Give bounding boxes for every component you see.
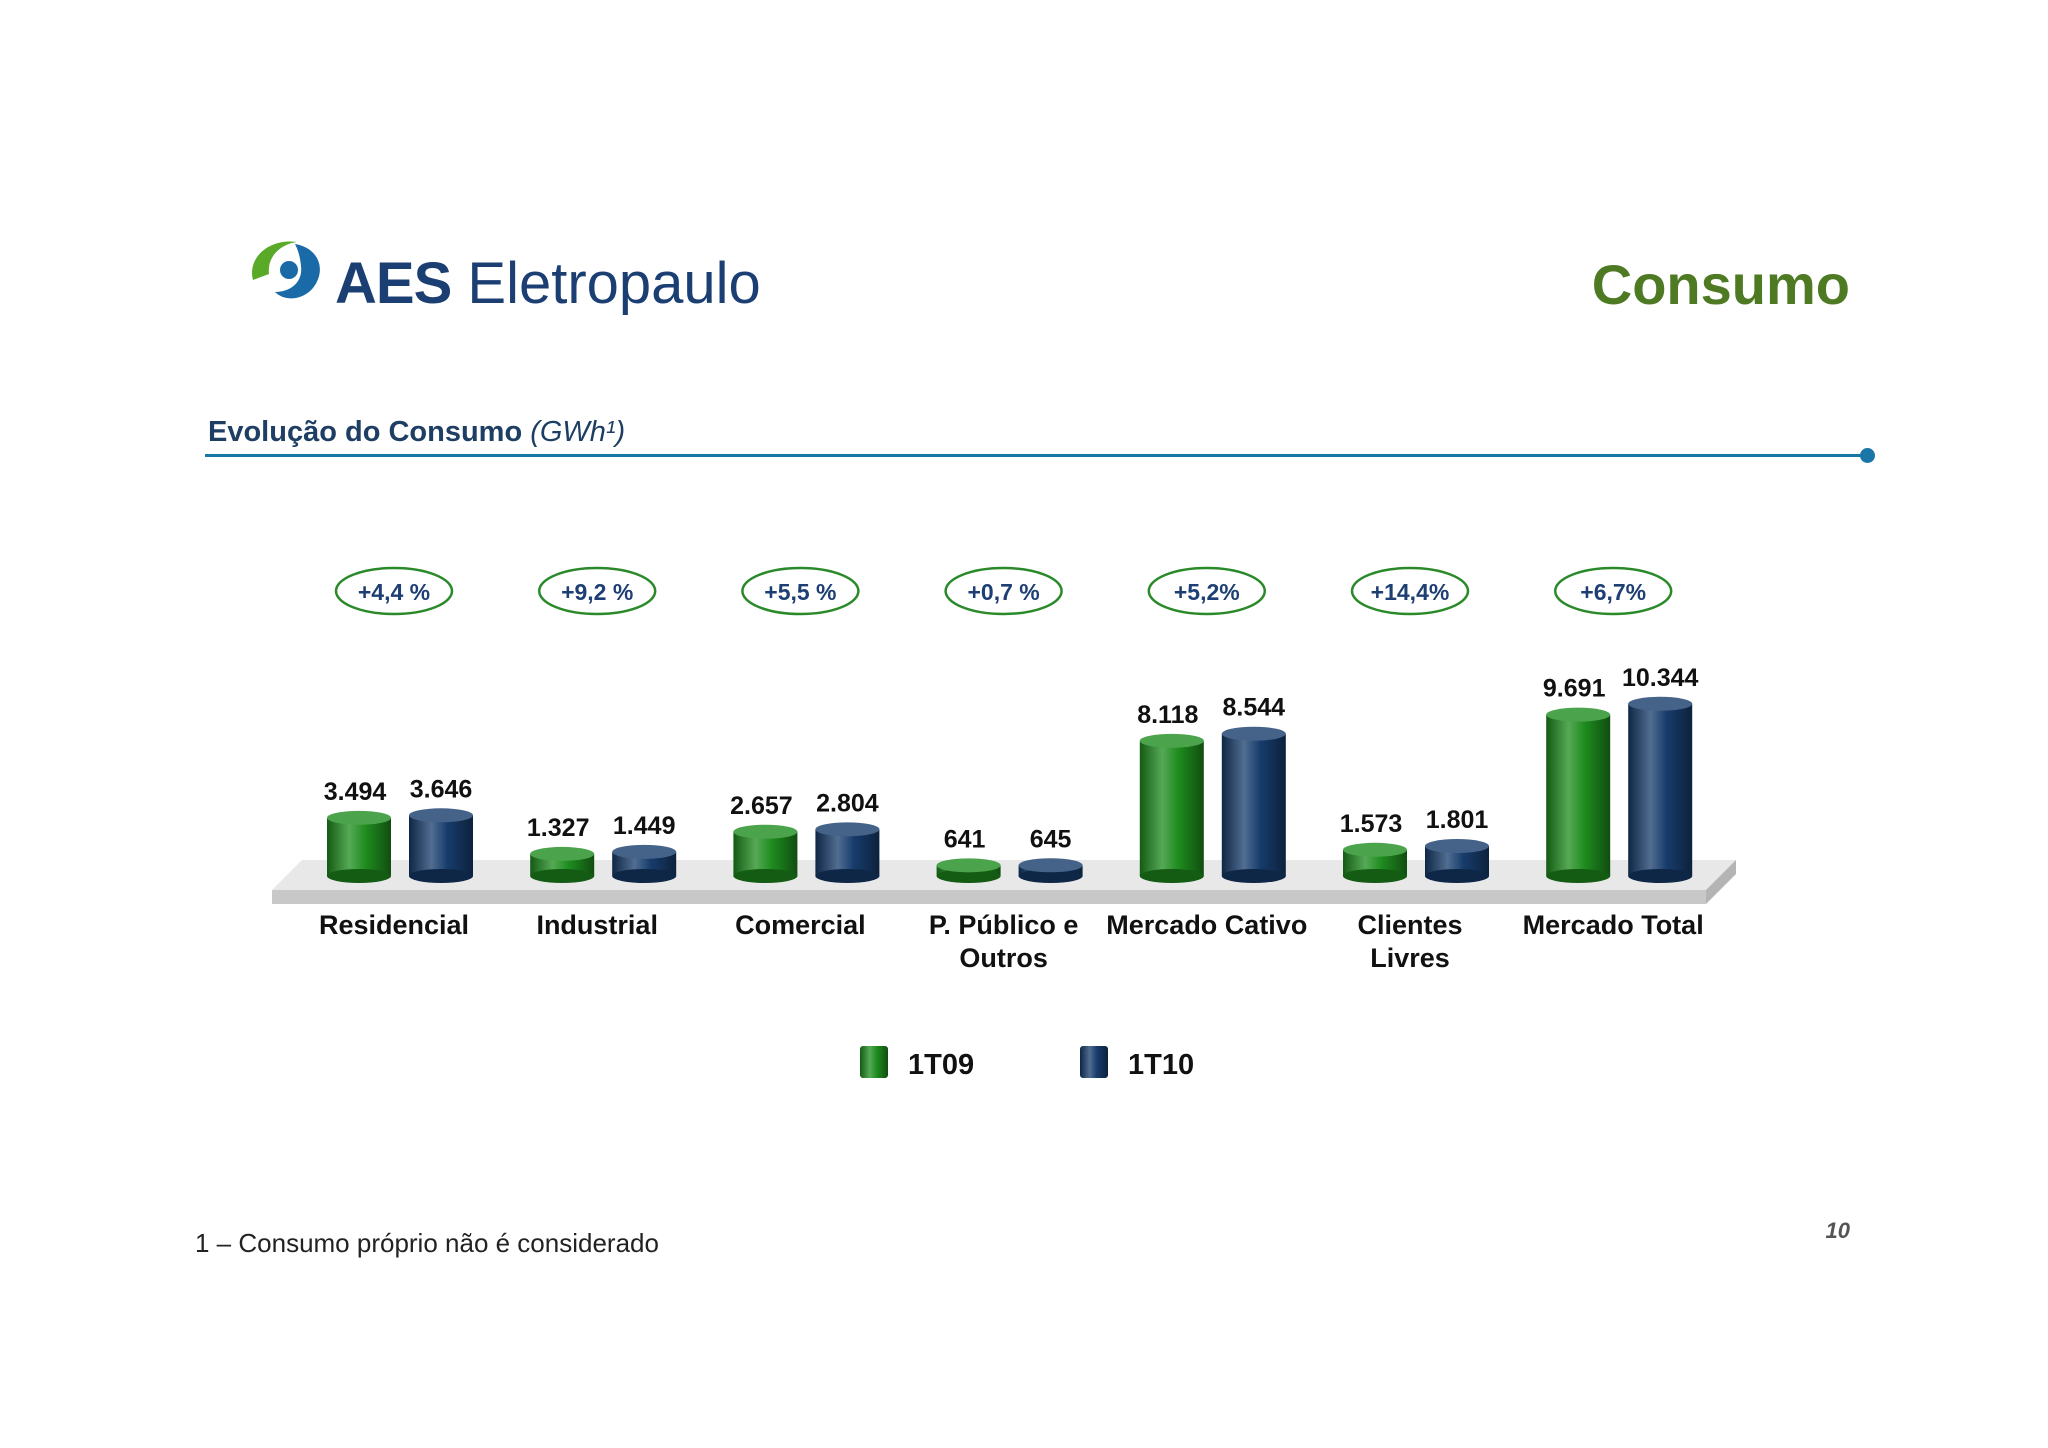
bar-top-1T10-1 <box>612 844 677 859</box>
category-label-5-line1: Livres <box>1370 943 1450 973</box>
bar-top-1T09-5 <box>1343 842 1407 857</box>
data-label-1T10-6: 10.344 <box>1622 664 1699 692</box>
legend-swatch-1T10 <box>1080 1046 1108 1078</box>
bar-base-1T10-3 <box>1018 869 1083 883</box>
growth-label-0: +4,4 % <box>358 579 430 605</box>
bar-base-1T10-1 <box>612 869 677 883</box>
bar-top-1T10-6 <box>1628 696 1693 711</box>
data-label-1T09-2: 2.657 <box>730 792 793 820</box>
bar-1T09-0 <box>327 817 391 876</box>
growth-label-4: +5,2% <box>1174 579 1240 605</box>
growth-badge-6 <box>1553 566 1673 616</box>
data-label-1T10-2: 2.804 <box>816 789 879 817</box>
bar-base-1T09-5 <box>1343 869 1407 883</box>
section-rule-dot <box>1860 448 1875 463</box>
bar-top-1T09-4 <box>1139 733 1204 748</box>
growth-badge-3 <box>944 566 1063 616</box>
bar-top-1T10-0 <box>409 808 473 823</box>
category-label-4: Mercado Cativo <box>1106 910 1307 940</box>
bar-top-1T10-2 <box>815 822 880 837</box>
legend-swatch-1T09 <box>860 1046 888 1078</box>
bar-base-1T09-1 <box>530 869 595 883</box>
bar-base-1T09-6 <box>1546 869 1611 883</box>
data-label-1T10-1: 1.449 <box>613 812 676 840</box>
data-label-1T09-4: 8.118 <box>1137 701 1198 729</box>
growth-label-3: +0,7 % <box>967 579 1039 605</box>
chart-platform-front <box>272 890 1706 904</box>
brand-logo-text: AES Eletropaulo <box>335 250 761 317</box>
data-label-1T09-6: 9.691 <box>1543 675 1606 703</box>
bar-1T10-6 <box>1628 703 1693 876</box>
data-label-1T09-3: 641 <box>944 825 986 853</box>
growth-badge-2 <box>741 566 860 616</box>
growth-label-1: +9,2 % <box>561 579 633 605</box>
category-label-6: Mercado Total <box>1523 910 1704 940</box>
bar-1T09-6 <box>1546 714 1611 876</box>
bar-base-1T09-2 <box>733 869 798 883</box>
page-number: 10 <box>1825 1218 1850 1243</box>
bar-base-1T10-0 <box>409 869 473 883</box>
bar-top-1T09-6 <box>1546 707 1611 722</box>
growth-badge-4 <box>1147 566 1267 616</box>
growth-badge-0 <box>334 566 454 616</box>
growth-label-5: +14,4% <box>1371 579 1450 605</box>
bar-top-1T09-2 <box>733 824 798 839</box>
bar-base-1T10-5 <box>1425 869 1489 883</box>
bar-1T10-4 <box>1221 733 1286 876</box>
data-label-1T09-1: 1.327 <box>527 814 590 842</box>
legend-label-1T10: 1T10 <box>1128 1049 1194 1081</box>
section-title: Evolução do Consumo (GWh¹) <box>208 416 625 449</box>
category-label-5-line0: Clientes <box>1357 910 1462 940</box>
bar-base-1T10-4 <box>1221 869 1286 883</box>
legend-label-1T09: 1T09 <box>908 1049 974 1081</box>
data-label-1T10-5: 1.801 <box>1426 806 1489 834</box>
chart-platform-side <box>1706 860 1736 904</box>
section-title-text: Evolução do Consumo <box>208 416 523 448</box>
section-unit: (GWh¹) <box>530 416 626 448</box>
bar-1T10-2 <box>815 829 880 876</box>
category-label-3-line0: P. Público e <box>929 910 1079 940</box>
category-label-0: Residencial <box>319 910 469 940</box>
bar-base-1T10-6 <box>1628 869 1693 883</box>
footnote: 1 – Consumo próprio não é considerado <box>195 1228 659 1258</box>
data-label-1T10-4: 8.544 <box>1223 694 1286 722</box>
data-label-1T10-0: 3.646 <box>410 775 473 803</box>
bar-base-1T09-3 <box>936 869 1001 883</box>
bar-1T09-2 <box>733 831 798 876</box>
bar-top-1T09-1 <box>530 846 595 861</box>
brand-rest: Eletropaulo <box>467 251 761 316</box>
category-label-3-line1: Outros <box>959 943 1048 973</box>
data-label-1T10-3: 645 <box>1030 825 1072 853</box>
bar-base-1T09-4 <box>1139 869 1204 883</box>
bar-top-1T09-3 <box>936 858 1001 873</box>
aes-logo-icon <box>252 241 320 299</box>
bar-top-1T09-0 <box>327 810 391 825</box>
growth-badge-5 <box>1350 566 1470 616</box>
bar-1T10-0 <box>409 815 473 876</box>
data-label-1T09-5: 1.573 <box>1340 810 1403 838</box>
bar-top-1T10-4 <box>1221 726 1286 741</box>
growth-badge-1 <box>537 566 657 616</box>
category-label-2: Comercial <box>735 910 866 940</box>
bar-top-1T10-5 <box>1425 839 1489 854</box>
data-label-1T09-0: 3.494 <box>324 778 387 806</box>
bar-base-1T09-0 <box>327 869 391 883</box>
bar-top-1T10-3 <box>1018 858 1083 873</box>
section-rule <box>205 454 1867 457</box>
bar-base-1T10-2 <box>815 869 880 883</box>
chart-platform-top <box>272 860 1736 890</box>
growth-label-6: +6,7% <box>1580 579 1646 605</box>
bar-1T09-4 <box>1139 740 1204 876</box>
growth-label-2: +5,5 % <box>764 579 836 605</box>
page-title: Consumo <box>1591 253 1850 316</box>
category-label-1: Industrial <box>536 910 658 940</box>
brand-bold: AES <box>335 251 452 316</box>
